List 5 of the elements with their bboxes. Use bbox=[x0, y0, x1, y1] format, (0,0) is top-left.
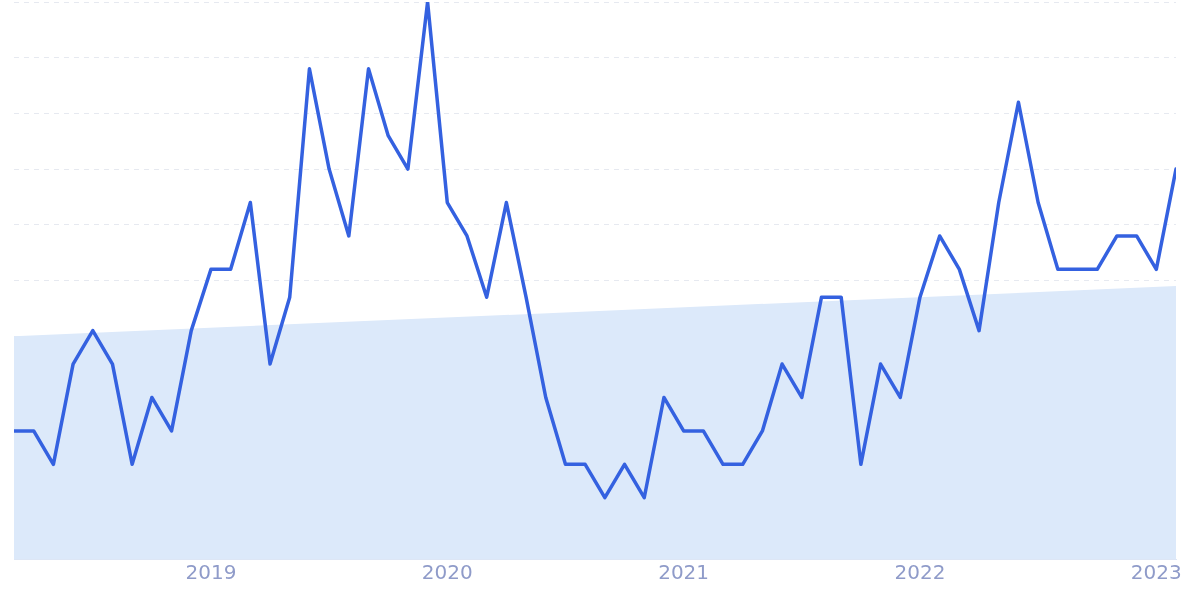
x-tick-label: 2022 bbox=[894, 560, 946, 585]
x-tick-label: 2023 bbox=[1130, 560, 1182, 585]
x-tick-label: 2019 bbox=[185, 560, 237, 585]
x-tick-label: 2020 bbox=[421, 560, 473, 585]
x-tick-label: 2021 bbox=[658, 560, 710, 585]
